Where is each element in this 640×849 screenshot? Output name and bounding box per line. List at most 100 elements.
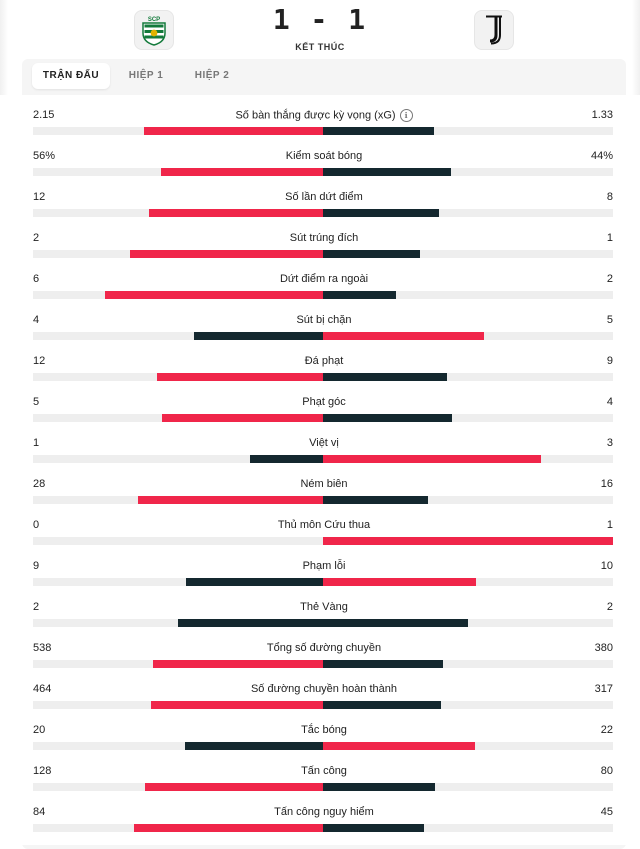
home-stat-value: 1 bbox=[33, 437, 40, 449]
away-stat-value: 44% bbox=[590, 150, 613, 162]
stat-label: Đá phạt bbox=[304, 355, 344, 367]
away-bar bbox=[323, 332, 484, 340]
home-bar-track bbox=[33, 127, 323, 135]
stat-row: 0 Thủ môn Cứu thua 1 bbox=[0, 505, 640, 546]
match-status: KẾT THÚC bbox=[295, 42, 345, 52]
home-bar bbox=[145, 783, 323, 791]
tab-match[interactable]: TRẬN ĐẤU bbox=[32, 63, 110, 89]
away-stat-value: 1.33 bbox=[591, 109, 613, 121]
away-stat-value: 1 bbox=[606, 519, 613, 531]
tab-second-half[interactable]: HIỆP 2 bbox=[194, 70, 230, 81]
stat-row: 56% Kiểm soát bóng 44% bbox=[0, 136, 640, 177]
stat-row: 5 Phạt góc 4 bbox=[0, 382, 640, 423]
home-bar bbox=[162, 414, 323, 422]
stat-label-wrap: Thẻ Vàng bbox=[120, 601, 528, 613]
away-stat-value: 2 bbox=[606, 273, 613, 285]
home-bar-track bbox=[33, 332, 323, 340]
away-bar-track bbox=[323, 824, 613, 832]
away-stat-value: 380 bbox=[594, 642, 613, 654]
home-bar bbox=[186, 578, 323, 586]
away-bar-track bbox=[323, 619, 613, 627]
stat-label: Tổng số đường chuyền bbox=[266, 642, 382, 654]
home-stat-value: 5 bbox=[33, 396, 40, 408]
stat-label-wrap: Dứt điểm ra ngoài bbox=[120, 273, 528, 285]
stat-label: Thủ môn Cứu thua bbox=[277, 519, 371, 531]
stat-row: 84 Tấn công nguy hiểm 45 bbox=[0, 792, 640, 833]
home-stat-value: 2 bbox=[33, 232, 40, 244]
away-bar-track bbox=[323, 250, 613, 258]
home-stat-value: 538 bbox=[33, 642, 52, 654]
home-bar bbox=[250, 455, 323, 463]
home-stat-value: 12 bbox=[33, 191, 46, 203]
stat-label-wrap: Phạt góc bbox=[120, 396, 528, 408]
away-stat-value: 317 bbox=[594, 683, 613, 695]
away-bar bbox=[323, 660, 443, 668]
stat-row: 9 Phạm lỗi 10 bbox=[0, 546, 640, 587]
away-stat-value: 4 bbox=[606, 396, 613, 408]
away-stat-value: 3 bbox=[606, 437, 613, 449]
stat-row: 2 Sút trúng đích 1 bbox=[0, 218, 640, 259]
stat-label-wrap: Số lần dứt điểm bbox=[120, 191, 528, 203]
home-bar-track bbox=[33, 414, 323, 422]
home-bar bbox=[185, 742, 323, 750]
stat-label: Việt vị bbox=[309, 437, 339, 449]
stat-label-wrap: Số đường chuyền hoàn thành bbox=[120, 683, 528, 695]
home-bar bbox=[161, 168, 323, 176]
sporting-cp-crest-icon: SCP bbox=[142, 17, 166, 46]
home-bar bbox=[153, 660, 323, 668]
away-bar bbox=[323, 127, 434, 135]
home-bar-track bbox=[33, 209, 323, 217]
away-bar-track bbox=[323, 373, 613, 381]
stat-label: Số đường chuyền hoàn thành bbox=[250, 683, 398, 695]
stat-row: 12 Đá phạt 9 bbox=[0, 341, 640, 382]
home-team-crest[interactable]: SCP bbox=[134, 10, 174, 50]
away-bar bbox=[323, 783, 435, 791]
home-stat-value: 20 bbox=[33, 724, 46, 736]
stat-label: Kiểm soát bóng bbox=[285, 150, 363, 162]
stat-label-wrap: Tổng số đường chuyền bbox=[120, 642, 528, 654]
away-bar-track bbox=[323, 537, 613, 545]
tab-first-half[interactable]: HIỆP 1 bbox=[128, 70, 164, 81]
stat-label: Phạm lỗi bbox=[302, 560, 346, 572]
away-bar bbox=[323, 373, 447, 381]
stat-row: 4 Sút bị chặn 5 bbox=[0, 300, 640, 341]
stat-label-wrap: Tấn công nguy hiểm bbox=[120, 806, 528, 818]
stat-row: 20 Tắc bóng 22 bbox=[0, 710, 640, 751]
away-stat-value: 22 bbox=[600, 724, 613, 736]
away-bar-track bbox=[323, 660, 613, 668]
away-bar-track bbox=[323, 496, 613, 504]
home-stat-value: 2.15 bbox=[33, 109, 55, 121]
away-bar-track bbox=[323, 291, 613, 299]
stat-label: Tắc bóng bbox=[301, 724, 347, 736]
info-icon[interactable]: ℹ bbox=[399, 109, 413, 122]
home-stat-value: 84 bbox=[33, 806, 46, 818]
away-bar bbox=[323, 578, 476, 586]
period-tabs: TRẬN ĐẤU HIỆP 1 HIỆP 2 bbox=[22, 59, 626, 95]
stat-label-wrap: Sút bị chặn bbox=[120, 314, 528, 326]
home-stat-value: 2 bbox=[33, 601, 40, 613]
away-bar bbox=[323, 496, 428, 504]
home-bar bbox=[134, 824, 323, 832]
stat-label: Tấn công nguy hiểm bbox=[274, 806, 374, 818]
stat-row: 464 Số đường chuyền hoàn thành 317 bbox=[0, 669, 640, 710]
home-bar-track bbox=[33, 373, 323, 381]
away-bar-track bbox=[323, 578, 613, 586]
stat-row: 28 Ném biên 16 bbox=[0, 464, 640, 505]
away-bar-track bbox=[323, 455, 613, 463]
stat-label: Tấn công bbox=[301, 765, 347, 777]
away-team-crest[interactable] bbox=[474, 10, 514, 50]
stat-label: Dứt điểm ra ngoài bbox=[279, 273, 369, 285]
stat-label: Ném biên bbox=[300, 478, 348, 490]
juventus-crest-icon bbox=[486, 15, 502, 45]
away-bar bbox=[323, 168, 451, 176]
stat-label-wrap: Kiểm soát bóng bbox=[120, 150, 528, 162]
stat-row: 6 Dứt điểm ra ngoài 2 bbox=[0, 259, 640, 300]
stat-label: Sút bị chặn bbox=[296, 314, 352, 326]
away-bar bbox=[323, 619, 468, 627]
home-stat-value: 9 bbox=[33, 560, 40, 572]
stat-row: 2.15 Số bàn thắng được kỳ vọng (xG) ℹ 1.33 bbox=[0, 95, 640, 136]
stat-label: Số lần dứt điểm bbox=[285, 191, 363, 203]
home-bar bbox=[151, 701, 323, 709]
home-bar-track bbox=[33, 824, 323, 832]
